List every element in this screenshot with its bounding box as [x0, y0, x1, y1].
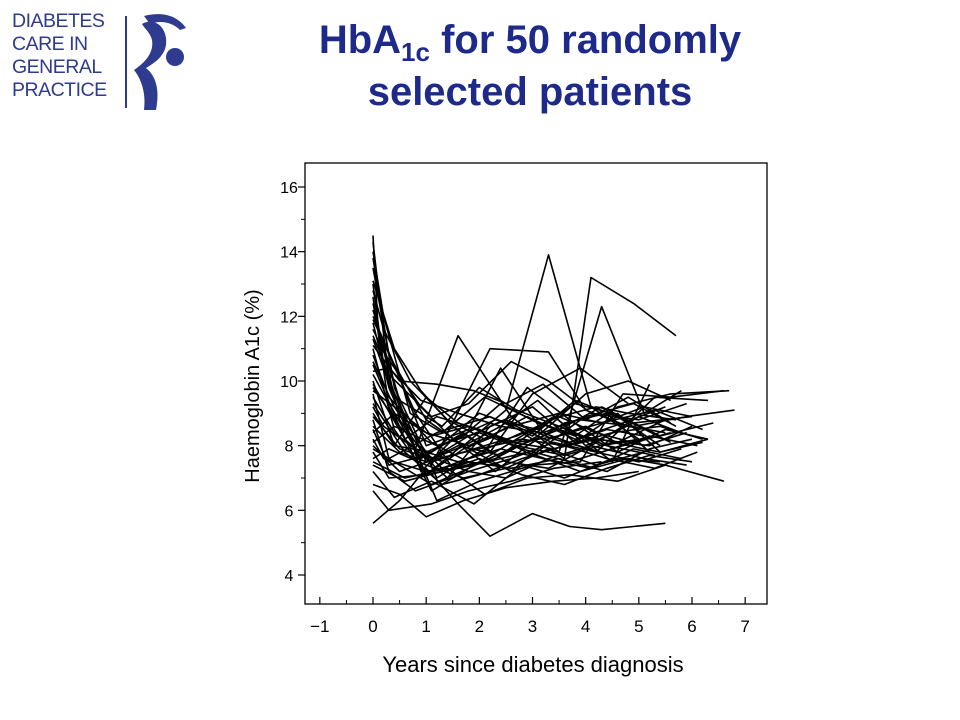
- patient-series-line: [372, 390, 693, 447]
- x-tick-label: 6: [687, 617, 696, 636]
- patient-series-line: [372, 374, 682, 470]
- plot-frame: [304, 162, 768, 605]
- patient-series-line: [372, 319, 672, 470]
- chart-series-group: [372, 235, 735, 538]
- y-tick-label: 10: [280, 374, 298, 391]
- x-tick-label: −1: [310, 617, 329, 636]
- y-tick-label: 6: [285, 503, 294, 520]
- patient-series-line: [372, 470, 639, 518]
- chart-axes: [304, 162, 768, 605]
- y-tick-label: 14: [280, 245, 298, 262]
- patient-series-line: [372, 454, 693, 486]
- patient-series-line: [372, 409, 703, 444]
- patient-series-line: [372, 448, 645, 479]
- x-tick-label: 5: [634, 617, 643, 636]
- patient-series-line: [372, 425, 656, 463]
- x-tick-label: 1: [421, 617, 430, 636]
- patient-series-line: [372, 335, 687, 421]
- patient-series-line: [372, 403, 698, 486]
- logo: DIABETES CARE IN GENERAL PRACTICE: [12, 10, 192, 110]
- patient-series-line: [372, 467, 666, 538]
- patient-series-line: [372, 461, 602, 512]
- patient-series-line: [372, 412, 645, 453]
- x-tick-label: 2: [475, 617, 484, 636]
- patient-series-line: [372, 406, 682, 470]
- y-axis-label: Haemoglobin A1c (%): [242, 289, 264, 482]
- patient-series-line: [372, 425, 703, 473]
- x-tick-label: 7: [740, 617, 749, 636]
- y-tick-label: 12: [280, 309, 298, 326]
- patient-series-line: [372, 416, 698, 460]
- title-line-1: HbA1c for 50 randomly: [230, 14, 830, 66]
- x-axis-label: Years since diabetes diagnosis: [382, 652, 683, 677]
- slide-title: HbA1c for 50 randomly selected patients: [230, 14, 830, 118]
- patient-series-line: [372, 429, 682, 473]
- patient-series-line: [372, 361, 666, 453]
- logo-line: CARE IN: [12, 33, 88, 55]
- y-tick-label: 16: [280, 180, 298, 197]
- patient-series-line: [372, 383, 639, 450]
- title-line-2: selected patients: [367, 70, 693, 114]
- logo-line: GENERAL: [12, 56, 102, 78]
- y-tick-label: 8: [285, 439, 294, 456]
- patient-series-line: [372, 309, 655, 457]
- patient-series-line: [372, 367, 677, 434]
- patient-series-line: [372, 251, 730, 437]
- patient-series-line: [372, 344, 672, 424]
- title-subscript: 1c: [401, 37, 430, 67]
- x-tick-label: 3: [528, 617, 537, 636]
- logo-line: DIABETES: [12, 10, 105, 32]
- logo-line: PRACTICE: [12, 79, 107, 101]
- patient-series-line: [372, 280, 629, 453]
- title-rest: for 50 randomly: [429, 18, 742, 62]
- title-main: HbA: [318, 18, 402, 62]
- patient-series-line: [372, 438, 709, 486]
- x-tick-label: 0: [368, 617, 377, 636]
- logo-divider: [125, 16, 127, 108]
- patient-series-line: [372, 461, 666, 496]
- x-tick-label: 4: [581, 617, 590, 636]
- logo-mark-icon: [134, 14, 186, 110]
- y-tick-label: 4: [285, 568, 294, 585]
- logo-wordmark: DIABETES CARE IN GENERAL PRACTICE: [12, 10, 107, 102]
